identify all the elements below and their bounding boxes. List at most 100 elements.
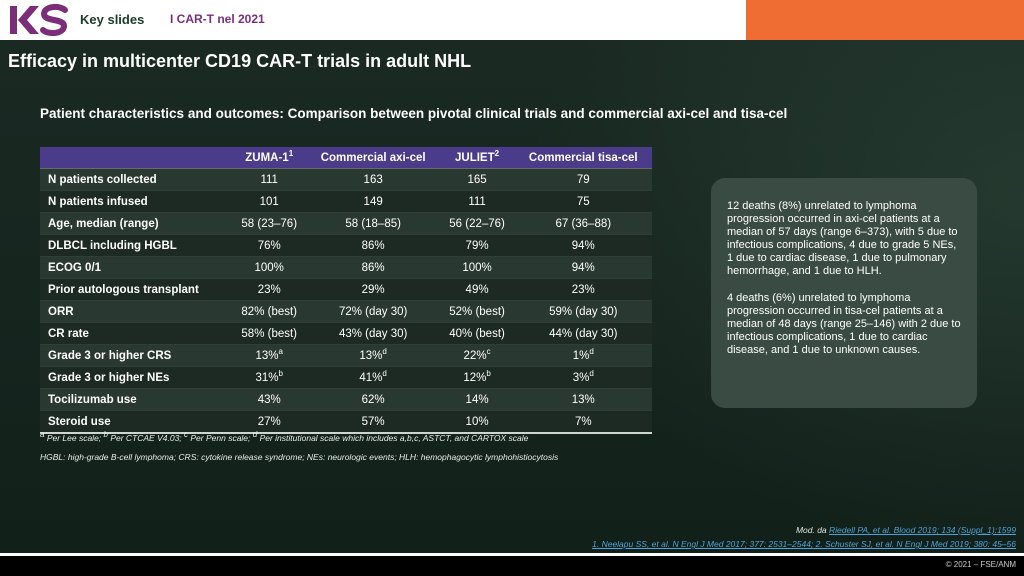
reference-mod-prefix: Mod. da [795, 525, 830, 535]
table-cell: 23% [231, 278, 307, 301]
cell-value: 56 (22–76) [449, 217, 505, 230]
scale-footnote: a Per Lee scale; b Per CTCAE V4.03; c Pe… [40, 430, 529, 443]
axi-cel-deaths-text: 12 deaths (8%) unrelated to lymphoma pro… [727, 200, 958, 277]
column-title: JULIET [455, 151, 495, 164]
reference-riedell-link[interactable]: Riedell PA, et al. Blood 2019; 134 (Supp… [829, 525, 1016, 535]
cell-value: 111 [468, 195, 486, 208]
table-header-cell: Commercial tisa-cel [514, 147, 652, 169]
footnote-text: Per institutional scale which includes a… [257, 433, 529, 443]
row-label: Steroid use [40, 410, 232, 434]
table-row: Tocilizumab use 43% 62% 14% 13% [40, 388, 652, 411]
table-cell: 82% (best) [231, 300, 307, 323]
cell-value: 58 (18–85) [345, 217, 401, 230]
table-cell: 22%c [439, 344, 515, 367]
comparison-table: ZUMA-11 Commercial axi-cel JULIET2 Commerci… [40, 147, 652, 434]
row-label: Grade 3 or higher CRS [40, 344, 232, 367]
cell-value: 29% [361, 283, 385, 296]
table-cell: 101 [231, 190, 307, 213]
ks-logo [10, 4, 68, 36]
table-cell: 1%d [514, 344, 652, 367]
cell-value: 76% [257, 239, 281, 252]
cell-value: 165 [467, 173, 487, 186]
table-row: N patients collected 111 163 165 79 [40, 168, 652, 191]
cell-value: 12% [463, 371, 487, 384]
table-cell: 29% [306, 278, 440, 301]
row-label: N patients collected [40, 168, 232, 191]
scale-superscript: b [486, 368, 491, 378]
cell-value: 100% [254, 261, 284, 274]
footnote-marker: d [252, 430, 258, 440]
cell-value: 111 [260, 173, 278, 186]
reference-neelapu-link[interactable]: 1. Neelapu SS, et al. N Engl J Med 2017;… [592, 539, 814, 549]
table-cell: 40% (best) [439, 322, 515, 345]
table-cell: 94% [514, 256, 652, 279]
table-cell: 58 (18–85) [306, 212, 440, 235]
row-label: Prior autologous transplant [40, 278, 232, 301]
cell-value: 79 [576, 173, 590, 186]
table-cell: 75 [514, 190, 652, 213]
cell-value: 58% (best) [241, 327, 298, 340]
table-cell: 79 [514, 168, 652, 191]
cell-value: 22% [463, 349, 487, 362]
cell-value: 13% [571, 393, 595, 406]
row-label: ORR [40, 300, 232, 323]
table-row: Age, median (range) 58 (23–76) 58 (18–85) 5… [40, 212, 652, 235]
table-cell: 14% [439, 388, 515, 411]
table-cell: 41%d [306, 366, 440, 389]
table-cell: 13% [514, 388, 652, 411]
topic-label: I CAR-T nel 2021 [170, 12, 265, 26]
column-title: Commercial tisa-cel [528, 151, 638, 164]
table-row: Grade 3 or higher NEs 31%b 41%d 12%b 3%d [40, 366, 652, 389]
cell-value: 57% [361, 415, 385, 428]
cell-value: 94% [571, 261, 595, 274]
table-row: Steroid use 27% 57% 10% 7% [40, 410, 652, 434]
table-cell: 149 [306, 190, 440, 213]
table-header-cell: ZUMA-11 [231, 147, 307, 169]
cell-value: 62% [361, 393, 385, 406]
table-row: Grade 3 or higher CRS 13%a 13%d 22%c 1%d [40, 344, 652, 367]
cell-value: 49% [465, 283, 489, 296]
tisa-cel-deaths-text: 4 deaths (6%) unrelated to lymphoma prog… [727, 292, 961, 356]
abbreviations-footnote: HGBL: high-grade B-cell lymphoma; CRS: c… [40, 452, 559, 462]
scale-superscript: d [589, 368, 594, 378]
table-header-row: ZUMA-11 Commercial axi-cel JULIET2 Commerci… [40, 147, 652, 169]
footnote-text: Per CTCAE V4.03; [107, 433, 185, 443]
cell-value: 52% (best) [449, 305, 505, 318]
cell-value: 43% (day 30) [338, 327, 408, 340]
table-cell: 43% (day 30) [306, 322, 440, 345]
slide-title: Efficacy in multicenter CD19 CAR-T trial… [8, 51, 472, 71]
scale-superscript: a [278, 346, 283, 356]
cell-value: 31% [255, 371, 279, 384]
cell-value: 59% (day 30) [549, 305, 618, 318]
footnote-text: Per Penn scale; [188, 433, 253, 443]
reference-schuster-link[interactable]: 2. Schuster SJ, et al. N Engl J Med 2019… [813, 539, 1016, 549]
table-cell: 165 [439, 168, 515, 191]
footnote-text: Per Lee scale; [44, 433, 104, 443]
table-cell: 7% [514, 410, 652, 434]
table-cell: 86% [306, 256, 440, 279]
table-cell: 94% [514, 234, 652, 257]
cell-value: 75 [576, 195, 590, 208]
cell-value: 14% [465, 393, 489, 406]
table-row: DLBCL including HGBL 76% 86% 79% 94% [40, 234, 652, 257]
table-row: Prior autologous transplant 23% 29% 49% 23% [40, 278, 652, 301]
table-cell: 12%b [439, 366, 515, 389]
footnote-marker: a [40, 430, 45, 440]
column-title: Commercial axi-cel [320, 151, 426, 164]
footnote-marker: b [103, 430, 108, 440]
row-label: ECOG 0/1 [40, 256, 232, 279]
cell-value: 163 [363, 173, 383, 186]
header-accent-block [746, 0, 1024, 40]
reference-trials: 1. Neelapu SS, et al. N Engl J Med 2017;… [592, 539, 1016, 549]
top-bar: Key slides I CAR-T nel 2021 [0, 0, 1024, 40]
cell-value: 13% [255, 349, 279, 362]
table-row: ORR 82% (best) 72% (day 30) 52% (best) 59% (… [40, 300, 652, 323]
table-cell: 27% [231, 410, 307, 434]
table-cell: 100% [231, 256, 307, 279]
scale-superscript: d [589, 346, 594, 356]
table-cell: 59% (day 30) [514, 300, 652, 323]
cell-value: 3% [572, 371, 590, 384]
cell-value: 27% [257, 415, 281, 428]
table-cell: 43% [231, 388, 307, 411]
table-header-cell: JULIET2 [439, 147, 515, 169]
